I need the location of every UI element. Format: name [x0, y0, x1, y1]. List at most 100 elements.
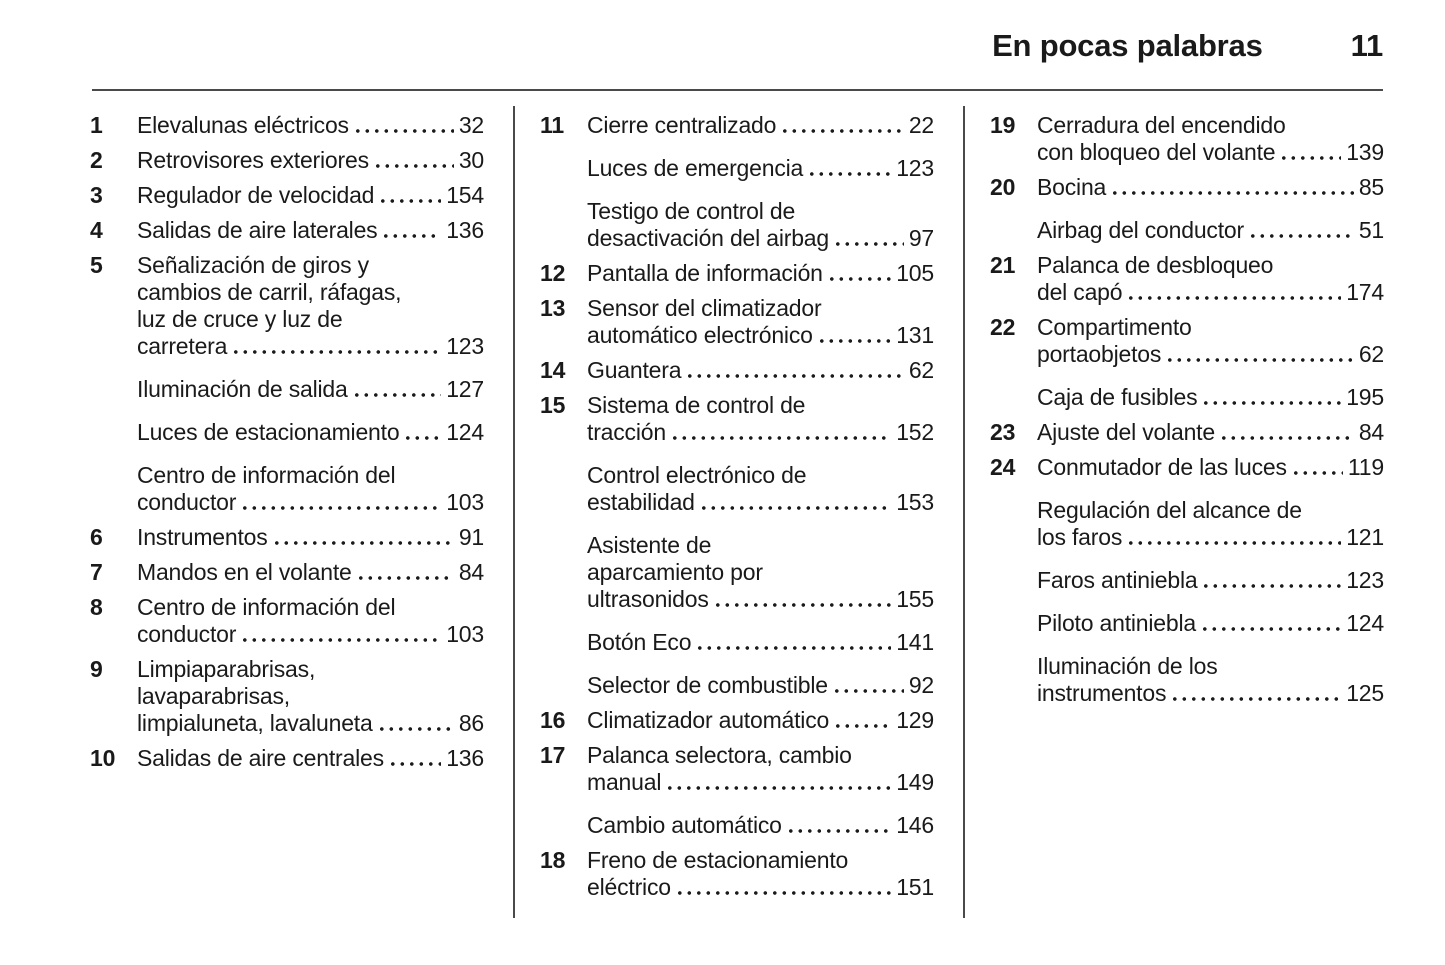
entry-text: ultrasonidos — [587, 586, 709, 612]
entry-last-line: Faros antiniebla 123 — [1037, 567, 1384, 594]
entry-last-line: Regulador de velocidad 154 — [137, 182, 484, 209]
entry-number — [90, 462, 137, 516]
entry-number — [540, 198, 587, 252]
entry-number — [990, 653, 1037, 707]
dot-leader — [381, 182, 442, 209]
toc-entry: 21 Palanca de desbloqueo del capó 174 — [990, 252, 1384, 306]
entry-body: Sistema de control de tracción 152 — [587, 392, 934, 446]
entry-number: 20 — [990, 174, 1016, 200]
entry-page-ref: 32 — [458, 112, 484, 138]
dot-leader — [701, 489, 892, 516]
dot-leader — [715, 586, 892, 613]
entry-number: 15 — [540, 392, 566, 418]
entry-body: Retrovisores exteriores 30 — [137, 147, 484, 174]
entry-last-line: Guantera 62 — [587, 357, 934, 384]
entry-page-ref: 85 — [1358, 174, 1384, 200]
chapter-title: En pocas palabras — [992, 28, 1263, 63]
dot-leader — [390, 745, 442, 772]
entry-text-line: Freno de estacionamiento — [587, 847, 849, 873]
toc-entry: 15 Sistema de control de tracción 152 — [540, 392, 934, 446]
toc-entry: Airbag del conductor 51 — [990, 217, 1384, 244]
entry-body: Ajuste del volante 84 — [1037, 419, 1384, 446]
entry-last-line: eléctrico 151 — [587, 874, 934, 901]
dot-leader — [384, 217, 442, 244]
entry-last-line: instrumentos 125 — [1037, 680, 1384, 707]
entry-last-line: automático electrónico 131 — [587, 322, 934, 349]
entry-text: Ajuste del volante — [1037, 419, 1215, 445]
entry-number: 7 — [90, 559, 103, 585]
entry-body: Airbag del conductor 51 — [1037, 217, 1384, 244]
toc-entry: 13 Sensor del climatizador automático elec… — [540, 295, 934, 349]
entry-number — [540, 462, 587, 516]
dot-leader — [1204, 384, 1342, 411]
column-divider — [513, 106, 515, 918]
entry-page-ref: 174 — [1346, 279, 1384, 305]
entry-text-line: Palanca selectora, cambio — [587, 742, 852, 768]
entry-last-line: Retrovisores exteriores 30 — [137, 147, 484, 174]
entry-number — [540, 155, 587, 182]
entry-last-line: Cierre centralizado 22 — [587, 112, 934, 139]
toc-entry: Iluminación de los instrumentos 125 — [990, 653, 1384, 707]
entry-text: Botón Eco — [587, 629, 692, 655]
entry-number: 18 — [540, 847, 566, 873]
entry-text: Selector de combustible — [587, 672, 828, 698]
toc-columns: 1 Elevalunas eléctricos 32 2 Retrovisores ex… — [90, 106, 1384, 918]
entry-last-line: Iluminación de salida 127 — [137, 376, 484, 403]
entry-number — [990, 217, 1037, 244]
toc-entry: Faros antiniebla 123 — [990, 567, 1384, 594]
toc-entry: Luces de estacionamiento 124 — [90, 419, 484, 446]
entry-page-ref: 92 — [908, 672, 934, 698]
toc-entry: Luces de emergencia 123 — [540, 155, 934, 182]
entry-page-ref: 149 — [896, 769, 934, 795]
entry-text: Cierre centralizado — [587, 112, 777, 138]
entry-body: Guantera 62 — [587, 357, 934, 384]
entry-last-line: carretera 123 — [137, 333, 484, 360]
entry-last-line: limpialuneta, lavaluneta 86 — [137, 710, 484, 737]
entry-page-ref: 125 — [1346, 680, 1384, 706]
dot-leader — [243, 621, 442, 648]
entry-number: 5 — [90, 252, 103, 278]
toc-entry: 7 Mandos en el volante 84 — [90, 559, 484, 586]
entry-number — [990, 384, 1037, 411]
entry-last-line: Salidas de aire laterales 136 — [137, 217, 484, 244]
entry-text: Pantalla de información — [587, 260, 823, 286]
entry-body: Asistente de aparcamiento por ultrasonidos… — [587, 532, 934, 613]
entry-text: Caja de fusibles — [1037, 384, 1198, 410]
dot-leader — [810, 155, 892, 182]
dot-leader — [836, 707, 892, 734]
entry-page-ref: 30 — [458, 147, 484, 173]
entry-text-line: Compartimento — [1037, 314, 1192, 340]
entry-text: Instrumentos — [137, 524, 268, 550]
entry-text: Retrovisores exteriores — [137, 147, 369, 173]
entry-body: Luces de estacionamiento 124 — [137, 419, 484, 446]
entry-text: instrumentos — [1037, 680, 1167, 706]
entry-text: estabilidad — [587, 489, 695, 515]
entry-page-ref: 124 — [446, 419, 484, 445]
entry-page-ref: 121 — [1346, 524, 1384, 550]
dot-leader — [1129, 524, 1342, 551]
entry-number: 13 — [540, 295, 566, 321]
entry-text: conductor — [137, 489, 237, 515]
entry-page-ref: 103 — [446, 489, 484, 515]
toc-entry: 4 Salidas de aire laterales 136 — [90, 217, 484, 244]
entry-number: 6 — [90, 524, 103, 550]
entry-text-line: Centro de información del — [137, 462, 396, 488]
entry-page-ref: 131 — [896, 322, 934, 348]
toc-entry: 2 Retrovisores exteriores 30 — [90, 147, 484, 174]
entry-last-line: conductor 103 — [137, 489, 484, 516]
dot-leader — [375, 147, 454, 174]
entry-page-ref: 195 — [1346, 384, 1384, 410]
entry-text-line: Cerradura del encendido — [1037, 112, 1286, 138]
dot-leader — [354, 376, 442, 403]
entry-body: Señalización de giros y cambios de carril… — [137, 252, 484, 360]
toc-entry: Selector de combustible 92 — [540, 672, 934, 699]
entry-number — [90, 419, 137, 446]
entry-last-line: Selector de combustible 92 — [587, 672, 934, 699]
entry-last-line: Botón Eco 141 — [587, 629, 934, 656]
toc-entry: 14 Guantera 62 — [540, 357, 934, 384]
entry-body: Salidas de aire centrales 136 — [137, 745, 484, 772]
entry-page-ref: 86 — [458, 710, 484, 736]
entry-page-ref: 105 — [896, 260, 934, 286]
entry-last-line: Conmutador de las luces 119 — [1037, 454, 1384, 481]
